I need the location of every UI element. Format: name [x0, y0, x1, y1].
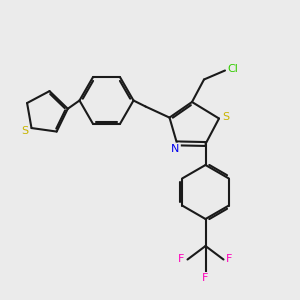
Text: F: F: [178, 254, 185, 265]
Text: N: N: [171, 144, 180, 154]
Text: F: F: [226, 254, 233, 265]
Text: F: F: [202, 273, 209, 283]
Text: Cl: Cl: [228, 64, 238, 74]
Text: S: S: [222, 112, 229, 122]
Text: S: S: [21, 126, 28, 136]
